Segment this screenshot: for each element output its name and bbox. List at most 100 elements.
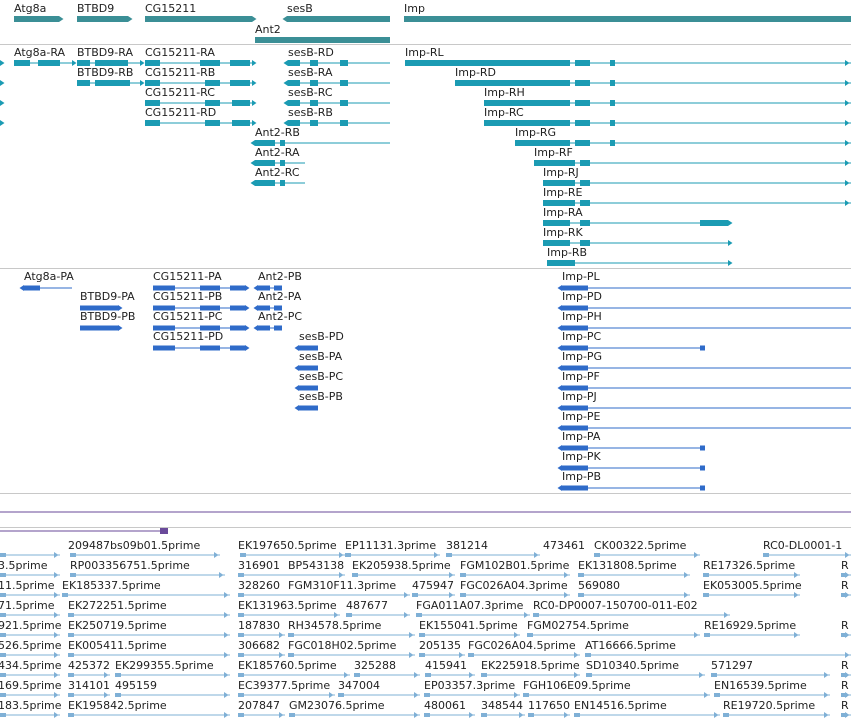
transcript-label[interactable]: CG15211-RB <box>145 66 216 79</box>
protein-label[interactable]: CG15211-PA <box>153 270 222 283</box>
protein-label[interactable]: Imp-PE <box>562 410 601 423</box>
protein-label[interactable]: Imp-PG <box>562 350 603 363</box>
est-label[interactable]: RC0-DP0007-150700-011-E02 <box>533 599 698 612</box>
protein-label[interactable]: Imp-PA <box>562 430 601 443</box>
est-label[interactable]: AT16666.5prime <box>585 639 676 652</box>
est-label[interactable]: 480061 <box>424 699 466 712</box>
est-label[interactable]: R <box>841 619 849 632</box>
est-label[interactable]: 487677 <box>346 599 388 612</box>
est-label[interactable]: RE16929.5prime <box>704 619 797 632</box>
est-label[interactable]: EK205938.5prime <box>352 559 451 572</box>
est-label[interactable]: R <box>841 679 849 692</box>
protein-label[interactable]: sesB-PD <box>299 330 344 343</box>
est-label[interactable]: 348544 <box>481 699 523 712</box>
protein-label[interactable]: BTBD9-PA <box>80 290 135 303</box>
protein-label[interactable]: CG15211-PC <box>153 310 223 323</box>
est-label[interactable]: FGM310F11.3prime <box>288 579 397 592</box>
transcript-label[interactable]: Imp-RG <box>515 126 557 139</box>
est-label[interactable]: EK005411.5prime <box>68 639 167 652</box>
protein-label[interactable]: Imp-PC <box>562 330 602 343</box>
est-label[interactable]: FGA011A07.3prime <box>416 599 524 612</box>
est-label[interactable]: 316901 <box>238 559 280 572</box>
protein-label[interactable]: sesB-PC <box>299 370 344 383</box>
protein-label[interactable]: BTBD9-PB <box>80 310 136 323</box>
est-label[interactable]: EK272251.5prime <box>68 599 167 612</box>
est-label[interactable]: EK131808.5prime <box>578 559 677 572</box>
est-label[interactable]: 473461 <box>543 539 585 552</box>
transcript-label[interactable]: CG15211-RD <box>145 106 217 119</box>
est-label[interactable]: EK197650.5prime <box>238 539 337 552</box>
est-label[interactable]: R <box>841 699 849 712</box>
est-label[interactable]: 306682 <box>238 639 280 652</box>
est-label[interactable]: EK053005.5prime <box>703 579 802 592</box>
transcript-label[interactable]: CG15211-RA <box>145 46 215 59</box>
gene-label[interactable]: CG15211 <box>145 2 197 15</box>
est-label[interactable]: 205135 <box>419 639 461 652</box>
protein-label[interactable]: Imp-PK <box>562 450 601 463</box>
est-label[interactable]: EK299355.5prime <box>115 659 214 672</box>
est-label[interactable]: FGM02754.5prime <box>527 619 629 632</box>
est-label[interactable]: R <box>841 579 849 592</box>
est-label[interactable]: 415941 <box>425 659 467 672</box>
est-label[interactable]: 3.5prime <box>0 559 48 572</box>
gene-label[interactable]: BTBD9 <box>77 2 115 15</box>
protein-label[interactable]: Imp-PJ <box>562 390 597 403</box>
est-label[interactable]: EK250719.5prime <box>68 619 167 632</box>
est-label[interactable]: FGC026A04.3prime <box>460 579 568 592</box>
est-label[interactable]: RE19720.5prime <box>723 699 816 712</box>
est-label[interactable]: EK195842.5prime <box>68 699 167 712</box>
est-label[interactable]: EP11131.3prime <box>345 539 437 552</box>
est-label[interactable]: SD10340.5prime <box>586 659 679 672</box>
protein-label[interactable]: sesB-PA <box>299 350 343 363</box>
gene-label[interactable]: Ant2 <box>255 23 281 36</box>
gene-label[interactable]: sesB <box>287 2 313 15</box>
protein-label[interactable]: Ant2-PA <box>258 290 302 303</box>
transcript-label[interactable]: BTBD9-RA <box>77 46 133 59</box>
est-label[interactable]: 71.5prime <box>0 599 55 612</box>
est-label[interactable]: 381214 <box>446 539 488 552</box>
protein-label[interactable]: Imp-PF <box>562 370 600 383</box>
transcript-label[interactable]: Imp-RL <box>405 46 444 59</box>
transcript-label[interactable]: Imp-RK <box>543 226 583 239</box>
est-label[interactable]: EP03357.3prime <box>424 679 516 692</box>
est-label[interactable]: FGH106E09.5prime <box>523 679 631 692</box>
protein-label[interactable]: Imp-PB <box>562 470 602 483</box>
est-label[interactable]: GM23076.5prime <box>289 699 385 712</box>
transcript-label[interactable]: Imp-RJ <box>543 166 579 179</box>
est-label[interactable]: CK00322.5prime <box>594 539 687 552</box>
protein-label[interactable]: Imp-PL <box>562 270 600 283</box>
transcript-label[interactable]: Imp-RH <box>484 86 525 99</box>
transcript-label[interactable]: Imp-RB <box>547 246 588 259</box>
transcript-label[interactable]: Atg8a-RA <box>14 46 66 59</box>
gene-label[interactable]: Imp <box>404 2 425 15</box>
est-label[interactable]: 526.5prime <box>0 639 62 652</box>
transcript-label[interactable]: Ant2-RC <box>255 166 300 179</box>
protein-label[interactable]: sesB-PB <box>299 390 343 403</box>
est-label[interactable]: 207847 <box>238 699 280 712</box>
est-label[interactable]: EK131963.5prime <box>238 599 337 612</box>
protein-label[interactable]: Imp-PH <box>562 310 602 323</box>
est-label[interactable]: EK155041.5prime <box>419 619 518 632</box>
est-label[interactable]: 183.5prime <box>0 699 62 712</box>
transcript-label[interactable]: Imp-RA <box>543 206 583 219</box>
protein-label[interactable]: Ant2-PC <box>258 310 303 323</box>
est-label[interactable]: 117650 <box>528 699 570 712</box>
est-label[interactable]: BP543138 <box>288 559 345 572</box>
est-label[interactable]: RP003356751.5prime <box>70 559 190 572</box>
est-label[interactable]: EK185760.5prime <box>238 659 337 672</box>
est-label[interactable]: 434.5prime <box>0 659 62 672</box>
est-label[interactable]: 475947 <box>412 579 454 592</box>
est-label[interactable]: FGM102B01.5prime <box>460 559 570 572</box>
est-label[interactable]: RC0-DL0001-1 <box>763 539 843 552</box>
protein-label[interactable]: Atg8a-PA <box>24 270 74 283</box>
est-label[interactable]: FGC026A04.5prime <box>468 639 576 652</box>
est-label[interactable]: 425372 <box>68 659 110 672</box>
est-label[interactable]: RE17326.5prime <box>703 559 796 572</box>
gene-label[interactable]: Atg8a <box>14 2 47 15</box>
est-label[interactable]: EK185337.5prime <box>62 579 161 592</box>
est-label[interactable]: 328260 <box>238 579 280 592</box>
est-label[interactable]: 921.5prime <box>0 619 62 632</box>
transcript-label[interactable]: Imp-RC <box>484 106 524 119</box>
est-label[interactable]: R <box>841 659 849 672</box>
est-label[interactable]: 169.5prime <box>0 679 62 692</box>
